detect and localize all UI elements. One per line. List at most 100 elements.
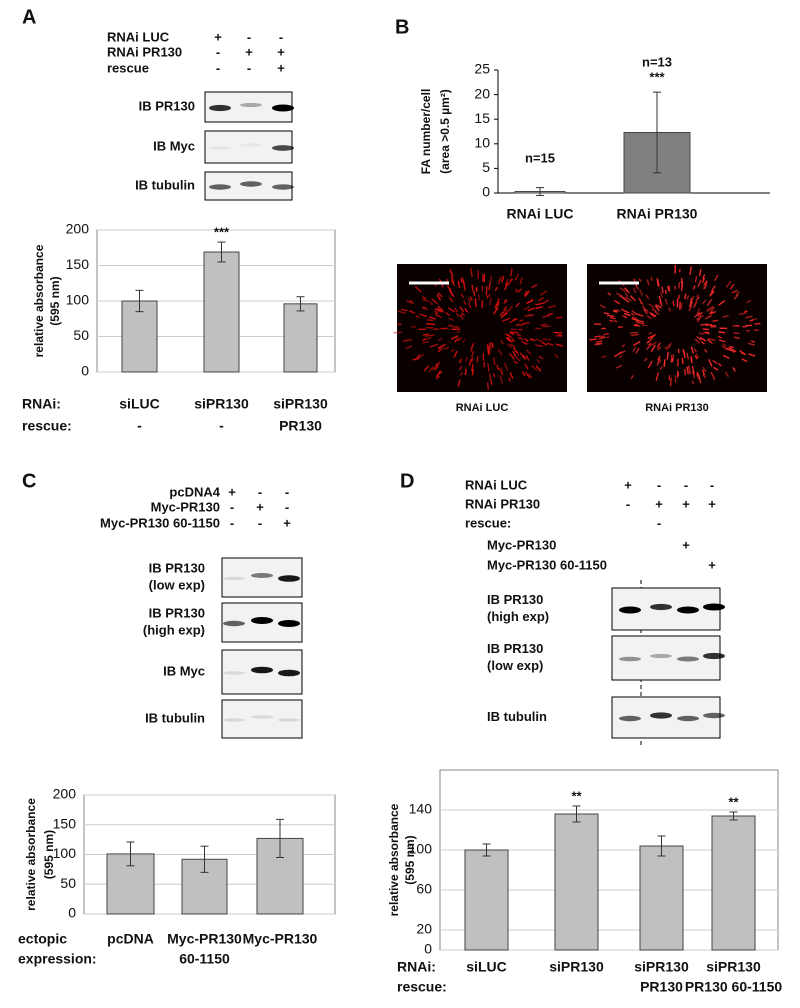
row-label: ectopic xyxy=(18,931,67,947)
y-tick-label: 140 xyxy=(409,801,433,817)
adhesion xyxy=(645,343,653,351)
blot-band xyxy=(223,576,245,581)
blot-band xyxy=(240,143,262,147)
adhesion xyxy=(747,342,756,346)
y-axis-label: (area >0.5 µm²) xyxy=(438,89,452,174)
y-tick-label: 100 xyxy=(66,292,90,308)
adhesion xyxy=(709,306,715,313)
condition-label: RNAi LUC xyxy=(107,29,170,44)
row-label: rescue: xyxy=(397,979,447,995)
adhesion xyxy=(632,346,637,353)
adhesion xyxy=(515,323,521,327)
adhesion xyxy=(428,366,434,373)
adhesion xyxy=(714,274,719,282)
adhesion xyxy=(498,367,501,372)
y-tick-label: 200 xyxy=(66,221,90,237)
adhesion xyxy=(656,342,661,349)
adhesion xyxy=(519,319,524,322)
adhesion xyxy=(500,339,504,345)
adhesion xyxy=(689,266,692,276)
adhesion xyxy=(741,358,748,363)
adhesion xyxy=(681,357,684,365)
adhesion xyxy=(686,295,690,300)
adhesion xyxy=(500,370,504,376)
condition-label: RNAi LUC xyxy=(465,477,528,492)
adhesion xyxy=(702,299,707,305)
y-tick-label: 20 xyxy=(416,921,432,937)
adhesion xyxy=(471,363,474,372)
adhesion xyxy=(554,353,559,359)
adhesion xyxy=(509,268,513,277)
adhesion xyxy=(616,309,621,312)
adhesion xyxy=(631,316,638,320)
blot-band xyxy=(223,671,245,675)
adhesion xyxy=(492,307,499,315)
y-tick-label: 150 xyxy=(53,815,77,831)
x-tick-label-row2: PR130 xyxy=(279,418,322,434)
adhesion xyxy=(694,338,701,344)
blot-image xyxy=(221,699,303,739)
adhesion xyxy=(750,340,756,343)
adhesion xyxy=(630,375,634,380)
adhesion xyxy=(470,357,474,363)
adhesion xyxy=(695,353,700,359)
adhesion xyxy=(553,331,563,334)
condition-sign: + xyxy=(708,557,716,572)
adhesion xyxy=(459,306,465,313)
adhesion xyxy=(510,331,519,334)
error-bar xyxy=(200,845,209,873)
condition-sign: - xyxy=(710,477,714,492)
adhesion xyxy=(656,357,661,366)
adhesion xyxy=(672,300,675,307)
adhesion xyxy=(748,353,756,357)
adhesion xyxy=(746,299,752,304)
error-bar xyxy=(536,187,544,196)
adhesion xyxy=(524,372,531,379)
adhesion xyxy=(691,380,695,385)
condition-sign: + xyxy=(277,44,285,59)
adhesion xyxy=(422,298,430,303)
adhesion xyxy=(688,301,694,308)
condition-label: rescue: xyxy=(465,515,511,530)
adhesion xyxy=(718,339,726,343)
adhesion xyxy=(664,289,667,295)
condition-label: Myc-PR130 xyxy=(151,499,220,514)
adhesion xyxy=(500,312,508,319)
adhesion xyxy=(680,303,683,309)
adhesion xyxy=(595,339,603,344)
adhesion xyxy=(618,295,626,300)
adhesion xyxy=(514,349,520,356)
adhesion xyxy=(462,339,466,343)
adhesion xyxy=(435,375,441,380)
adhesion xyxy=(460,278,463,284)
adhesion xyxy=(713,366,719,371)
adhesion xyxy=(467,297,471,303)
condition-sign: + xyxy=(655,496,663,511)
adhesion xyxy=(538,355,544,360)
adhesion xyxy=(429,301,433,306)
significance-label: *** xyxy=(214,225,230,240)
adhesion xyxy=(525,349,532,355)
adhesion xyxy=(474,298,477,308)
adhesion xyxy=(415,314,420,319)
condition-sign: - xyxy=(279,29,283,44)
adhesion xyxy=(494,301,499,308)
adhesion xyxy=(659,366,663,370)
adhesion xyxy=(600,335,605,338)
adhesion xyxy=(499,311,504,317)
adhesion xyxy=(555,334,562,337)
adhesion xyxy=(465,309,470,314)
adhesion xyxy=(607,292,612,296)
error-bar xyxy=(276,818,284,858)
adhesion xyxy=(613,299,619,305)
adhesion xyxy=(733,294,739,300)
adhesion xyxy=(412,357,420,361)
adhesion xyxy=(744,310,748,313)
adhesion xyxy=(599,304,607,309)
adhesion xyxy=(520,324,524,327)
adhesion xyxy=(632,287,637,294)
bar xyxy=(554,813,599,951)
adhesion xyxy=(646,279,650,286)
adhesion xyxy=(641,305,649,312)
adhesion xyxy=(631,309,637,315)
